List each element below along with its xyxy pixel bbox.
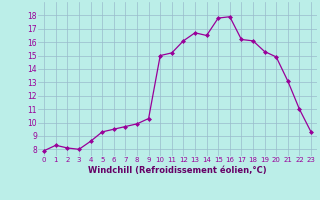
X-axis label: Windchill (Refroidissement éolien,°C): Windchill (Refroidissement éolien,°C) <box>88 166 267 175</box>
